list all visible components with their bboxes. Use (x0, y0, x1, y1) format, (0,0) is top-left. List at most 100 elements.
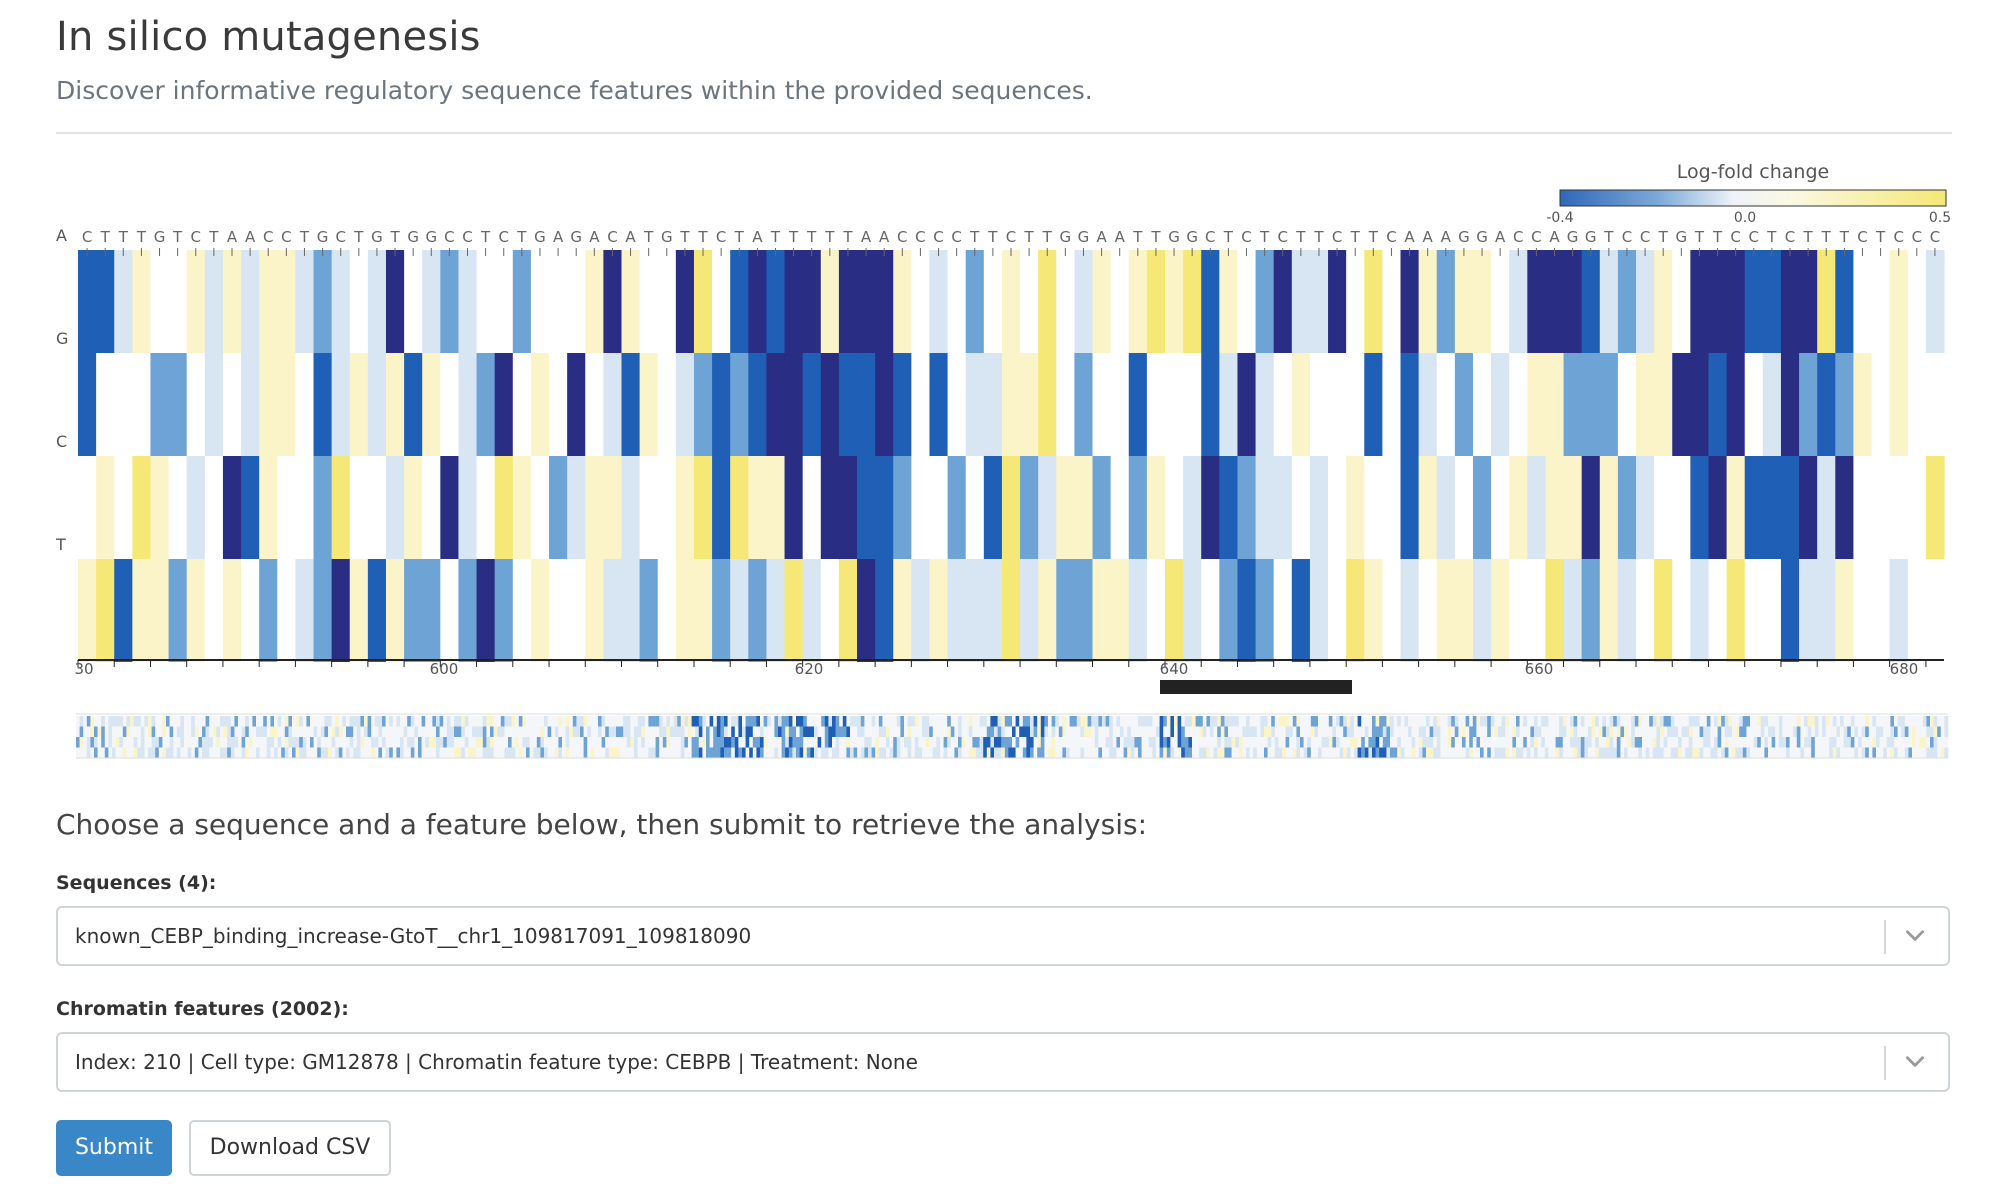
overview-cell (1105, 726, 1110, 737)
overview-cell (104, 747, 109, 758)
overview-cell (810, 716, 815, 727)
heatmap-cell (132, 250, 152, 353)
heatmap-cell (512, 353, 532, 456)
overview-cell (1796, 726, 1801, 737)
overview-cell (1847, 747, 1852, 758)
overview-cell (1199, 726, 1204, 737)
overview-cell (972, 726, 977, 737)
overview-cell (1544, 716, 1549, 727)
overview-cell (382, 716, 386, 727)
heatmap-cell (1436, 456, 1456, 559)
submit-button[interactable]: Submit (56, 1120, 172, 1176)
overview-cell (1030, 726, 1034, 737)
overview-cell (1044, 737, 1049, 748)
overview-cell (338, 747, 343, 758)
heatmap-cell (603, 250, 623, 353)
overview-cell (580, 726, 584, 737)
overview-cell (727, 737, 732, 748)
overview-cell (1757, 726, 1762, 737)
overview-cell (1336, 737, 1340, 748)
overview-cell (1343, 747, 1348, 758)
overview-cell (1501, 747, 1506, 758)
overview-cell (1721, 716, 1726, 727)
overview-cell (1753, 737, 1758, 748)
overview-cell (1206, 737, 1211, 748)
heatmap-cell (947, 456, 967, 559)
overview-cell (1901, 737, 1906, 748)
chromatin-feature-select[interactable]: Index: 210 | Cell type: GM12878 | Chroma… (56, 1032, 1950, 1092)
overview-cell (1321, 747, 1326, 758)
overview-cell (1026, 737, 1031, 748)
overview-cell (1717, 737, 1722, 748)
heatmap-cell (820, 456, 840, 559)
overview-cell (1858, 716, 1862, 727)
overview-cell (1145, 737, 1150, 748)
overview-cell (1832, 716, 1837, 727)
overview-cell (1613, 716, 1618, 727)
overview-cell (979, 737, 984, 748)
chevron-down-icon[interactable] (1902, 922, 1928, 948)
overview-cell (1696, 747, 1700, 758)
heatmap-cell (1744, 250, 1764, 353)
overview-cell (749, 726, 754, 737)
range-selector-handle[interactable] (1160, 680, 1352, 694)
overview-cell (1591, 726, 1596, 737)
sequence-select[interactable]: known_CEBP_binding_increase-GtoT__chr1_1… (56, 906, 1950, 966)
overview-cell (295, 747, 300, 758)
overview-cell (1494, 716, 1499, 727)
overview-cell (1818, 726, 1823, 737)
sequence-letter: C (1640, 228, 1650, 246)
overview-cell (547, 747, 552, 758)
overview-cell (601, 726, 606, 737)
overview-cell (1861, 716, 1866, 727)
overview-cell (1386, 726, 1391, 737)
heatmap-cell (1164, 250, 1184, 353)
overview-cell (346, 726, 350, 737)
overview-cell (1591, 737, 1596, 748)
sequence-overview-track[interactable] (76, 716, 1949, 758)
sequence-letter: C (607, 228, 617, 246)
overview-cell (1058, 747, 1063, 758)
heatmap-cell (585, 559, 604, 662)
overview-cell (587, 726, 592, 737)
heatmap-cell (1654, 559, 1673, 662)
overview-cell (410, 747, 415, 758)
overview-cell (1242, 747, 1247, 758)
heatmap-cell (1472, 559, 1492, 662)
chevron-down-icon[interactable] (1902, 1048, 1928, 1074)
heatmap-cell (838, 456, 858, 559)
overview-cell (1350, 726, 1355, 737)
overview-cell (1897, 747, 1902, 758)
overview-cell (443, 716, 448, 727)
overview-cell (1800, 726, 1805, 737)
overview-cell (158, 747, 163, 758)
overview-cell (1703, 726, 1708, 737)
overview-cell (367, 737, 372, 748)
heatmap-cell (313, 250, 333, 353)
overview-cell (1541, 726, 1546, 737)
download-csv-button[interactable]: Download CSV (189, 1120, 391, 1176)
overview-cell (796, 716, 800, 727)
overview-cell (871, 726, 876, 737)
overview-cell (1915, 747, 1920, 758)
overview-cell (428, 716, 433, 727)
overview-cell (1292, 726, 1297, 737)
heatmap-cell (1418, 456, 1438, 559)
overview-cell (1462, 747, 1466, 758)
overview-cell (752, 737, 757, 748)
overview-cell (1487, 726, 1492, 737)
overview-cell (1246, 726, 1250, 737)
heatmap-cell (567, 456, 586, 559)
overview-cell (1411, 747, 1416, 758)
overview-cell (738, 747, 743, 758)
overview-cell (1138, 737, 1142, 748)
overview-cell (1598, 747, 1603, 758)
overview-cell (1530, 716, 1535, 727)
overview-cell (112, 726, 116, 737)
sequence-letter: T (1024, 228, 1035, 246)
overview-cell (1080, 737, 1085, 748)
overview-cell (493, 747, 498, 758)
overview-cell (1850, 747, 1855, 758)
heatmap-cell (1762, 250, 1782, 353)
overview-cell (1307, 737, 1312, 748)
